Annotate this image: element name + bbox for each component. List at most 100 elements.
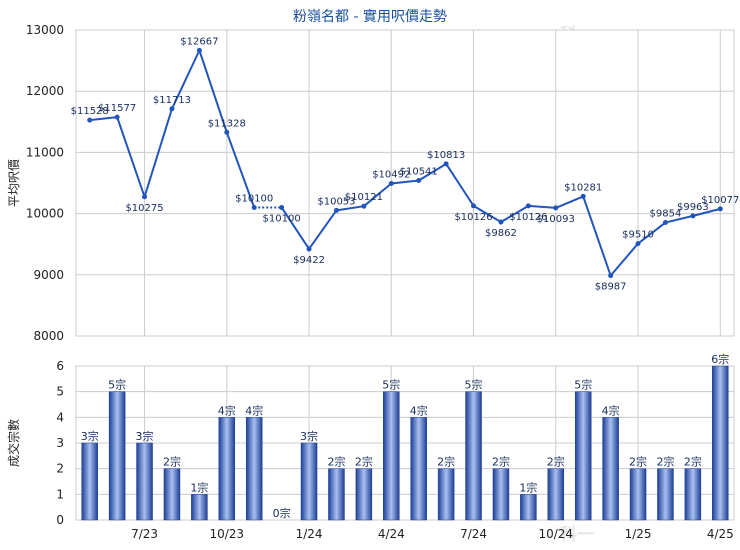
x-tick-label: 7/23 xyxy=(131,527,158,541)
transaction-bar xyxy=(108,391,126,521)
price-point xyxy=(224,129,230,135)
transaction-bar xyxy=(383,391,400,521)
price-line-segment xyxy=(116,116,146,198)
y-tick-label: 4 xyxy=(56,410,64,424)
plot-frame xyxy=(75,29,735,337)
y-tick-label: 5 xyxy=(56,385,64,399)
price-data-label: $10281 xyxy=(564,182,602,193)
x-tick-label: 10/23 xyxy=(209,527,244,541)
price-data-label: $9854 xyxy=(650,209,682,220)
price-line-segment xyxy=(143,108,173,198)
transaction-bar xyxy=(410,417,427,521)
bar-data-label: 5宗 xyxy=(574,378,592,392)
price-line-chart: 8000900010000110001200013000平均呎價$11528$1… xyxy=(7,23,739,343)
price-line-segment xyxy=(500,205,529,223)
price-data-label: $10053 xyxy=(317,196,355,207)
price-line-segment xyxy=(171,49,201,110)
x-tick-label: 4/25 xyxy=(707,527,734,541)
price-point xyxy=(388,180,394,186)
bar-data-label: 3宗 xyxy=(136,429,154,443)
bar-data-label: 4宗 xyxy=(602,403,620,417)
transaction-bar xyxy=(355,468,373,521)
price-point xyxy=(635,241,641,247)
transaction-bar-chart: 0 1 2 3 4 5 6 7/23 10/23 1/24 4/24 7/24 10/24 1/25 4/2… xyxy=(6,352,735,541)
transaction-bar xyxy=(218,417,236,521)
transaction-bar xyxy=(684,468,702,521)
price-line-segment xyxy=(418,162,447,182)
bar-data-label: 2宗 xyxy=(492,455,510,469)
price-data-label: $12667 xyxy=(180,36,218,47)
price-data-label: $10093 xyxy=(537,214,575,225)
price-line-segment xyxy=(637,221,667,245)
bar-data-label: 1宗 xyxy=(519,480,537,494)
price-point xyxy=(416,177,422,183)
y-tick-label: 6 xyxy=(56,359,64,373)
bar-data-label: 2宗 xyxy=(355,455,373,469)
price-point xyxy=(142,194,148,200)
price-data-label: $11528 xyxy=(71,106,109,117)
bar-data-label: 5宗 xyxy=(465,378,483,392)
transaction-bar xyxy=(191,494,208,521)
price-data-label: $10813 xyxy=(427,150,465,161)
price-point xyxy=(608,273,614,279)
price-line-segment xyxy=(225,131,256,208)
transaction-bar xyxy=(328,468,345,521)
y-tick-label: 8000 xyxy=(33,329,64,343)
bar-data-label: 5宗 xyxy=(382,378,400,392)
bar-data-label: 1宗 xyxy=(190,480,208,494)
transaction-bar xyxy=(520,494,537,521)
y-tick-label: 0 xyxy=(56,513,64,527)
price-data-label: $10541 xyxy=(400,166,438,177)
price-line-segment xyxy=(582,196,612,276)
price-data-label: $11328 xyxy=(208,118,246,129)
price-point xyxy=(87,117,93,123)
price-point xyxy=(169,106,175,112)
transaction-bar xyxy=(163,468,181,521)
y-axis-title: 平均呎價 xyxy=(7,159,21,207)
bar-data-label: 2宗 xyxy=(684,455,702,469)
watermark-text: 科一 xyxy=(560,524,594,545)
price-point xyxy=(114,114,120,120)
transaction-bar xyxy=(629,468,647,521)
price-line-segment xyxy=(363,182,392,207)
price-line-segment xyxy=(692,207,721,217)
chart-title: 粉嶺名都 - 實用呎價走勢 xyxy=(293,8,447,25)
price-line-segment xyxy=(280,206,310,250)
price-data-label: $11577 xyxy=(98,103,136,114)
bar-data-label: 2宗 xyxy=(547,455,565,469)
bar-data-label: 5宗 xyxy=(108,378,126,392)
bar-data-label: 4宗 xyxy=(410,403,428,417)
price-point xyxy=(553,205,559,211)
transaction-bar xyxy=(657,468,674,521)
y-tick-label: 12000 xyxy=(26,84,64,98)
price-point xyxy=(306,246,312,252)
bar-data-label: 3宗 xyxy=(81,429,99,443)
x-tick-label: 1/24 xyxy=(296,527,323,541)
price-point xyxy=(717,206,723,212)
x-tick-label: 7/24 xyxy=(460,527,487,541)
bar-data-label: 2宗 xyxy=(656,455,674,469)
price-point xyxy=(196,47,202,53)
x-tick-label: 1/25 xyxy=(625,527,652,541)
y-tick-label: 11000 xyxy=(26,145,64,159)
bar-data-label: 2宗 xyxy=(629,455,647,469)
y-tick-label: 1 xyxy=(56,487,64,501)
price-line-segment xyxy=(391,179,419,185)
transaction-bar xyxy=(245,417,263,521)
price-data-label: $9510 xyxy=(622,230,654,241)
price-data-label: $9862 xyxy=(485,228,517,239)
transaction-bar xyxy=(574,391,592,521)
price-line-segment xyxy=(609,242,639,277)
price-data-label: $10275 xyxy=(125,203,163,214)
price-data-label: $10077 xyxy=(701,195,739,206)
price-point xyxy=(333,207,339,213)
bar-data-label: 2宗 xyxy=(163,455,181,469)
price-line-segment xyxy=(89,116,118,122)
price-point xyxy=(279,204,285,210)
price-line-segment xyxy=(555,195,584,209)
x-tick-label: 4/24 xyxy=(378,527,405,541)
price-point xyxy=(471,203,477,209)
y-tick-label: 9000 xyxy=(33,268,64,282)
price-data-label: $10100 xyxy=(263,213,301,224)
price-data-label: $10492 xyxy=(372,169,410,180)
